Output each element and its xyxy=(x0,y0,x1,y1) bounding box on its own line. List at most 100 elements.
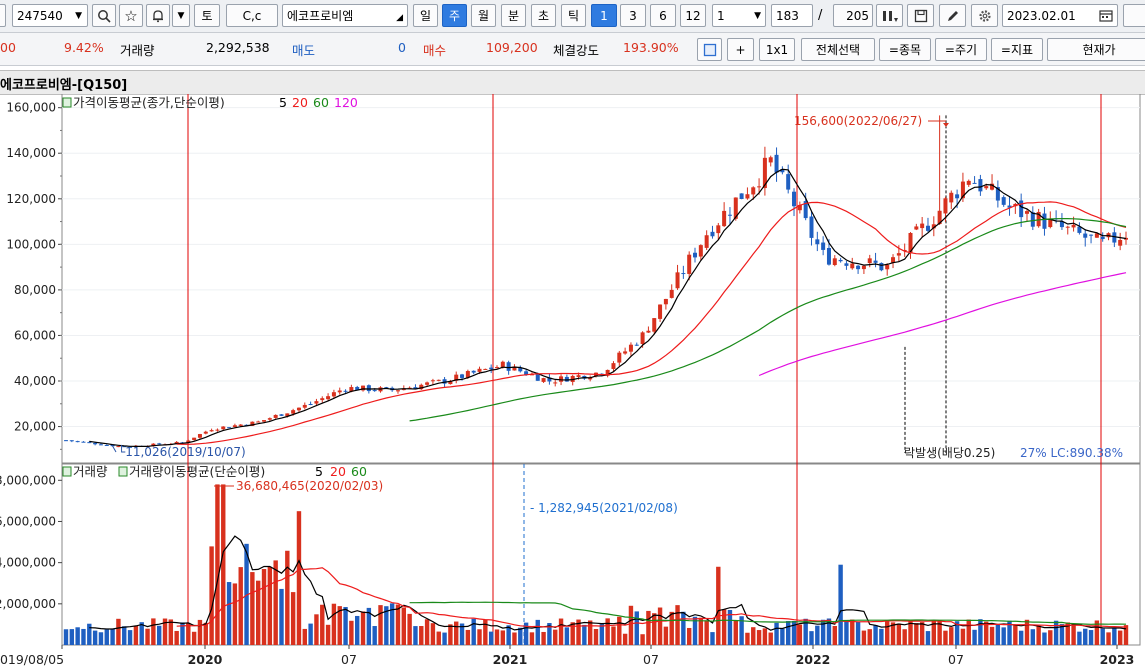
count-field[interactable]: 183 xyxy=(771,4,813,27)
volume-bar xyxy=(721,609,727,645)
volume-bar xyxy=(477,629,482,645)
price-legend-period-20: 20 xyxy=(292,95,308,110)
multiplier-tab-3[interactable]: 3 xyxy=(620,4,646,27)
stock-code-select[interactable]: 247540 ▼ xyxy=(12,4,88,27)
candle-body xyxy=(320,398,325,401)
volume-bar xyxy=(215,484,220,645)
item-button[interactable]: =종목 xyxy=(879,38,931,61)
name-display-button[interactable]: C,c xyxy=(226,4,278,27)
candle-body xyxy=(995,187,1000,201)
volume-bar xyxy=(634,611,639,645)
sell-label: 매도 xyxy=(292,43,316,58)
candle-body xyxy=(69,440,74,442)
candle-body xyxy=(425,382,430,385)
volume-bar xyxy=(919,622,925,645)
pen-icon[interactable] xyxy=(939,4,966,27)
volume-bar xyxy=(314,614,319,645)
volume-bar xyxy=(826,618,832,645)
volume-bar xyxy=(151,618,156,645)
multiplier-tab-1[interactable]: 1 xyxy=(591,4,617,27)
scroll-handle-icon[interactable] xyxy=(876,4,903,27)
period-tab-2[interactable]: 월 xyxy=(471,4,496,27)
period-tab-0[interactable]: 일 xyxy=(413,4,438,27)
multiplier-tab-6[interactable]: 6 xyxy=(650,4,676,27)
candle-body xyxy=(267,418,272,420)
candle-body xyxy=(879,262,884,271)
candle-body xyxy=(856,265,861,270)
volume-bar xyxy=(622,633,628,645)
bell-icon[interactable] xyxy=(146,4,170,27)
candle-body xyxy=(465,371,470,378)
period-tab-5[interactable]: 틱 xyxy=(561,4,586,27)
period-button[interactable]: =주기 xyxy=(935,38,987,61)
volume-bar xyxy=(529,632,535,645)
total-field[interactable]: 205 xyxy=(833,4,873,27)
current-price-button[interactable]: 현재가 xyxy=(1047,38,1145,61)
change-value-tail: 00 xyxy=(0,40,16,55)
indicator-button[interactable]: =지표 xyxy=(991,38,1043,61)
period-tab-1[interactable]: 주 xyxy=(442,4,467,27)
volume-bar xyxy=(710,632,715,645)
chart-title-bar: 에코프로비엠-[Q150] xyxy=(0,70,1145,95)
candle-body xyxy=(966,180,971,185)
volume-bar xyxy=(785,621,791,645)
volume-bar xyxy=(384,606,389,645)
candle-body xyxy=(826,248,831,265)
volume-bar xyxy=(879,628,884,645)
volume-bar xyxy=(1100,628,1105,645)
x-tick-label: 2023 xyxy=(1100,652,1135,667)
star-icon[interactable]: ☆ xyxy=(119,4,143,27)
add-button[interactable]: + xyxy=(727,38,754,61)
gear-icon[interactable] xyxy=(971,4,998,27)
volume-peak-annotation: 36,680,465(2020/02/03) xyxy=(236,479,383,493)
one-by-one-button[interactable]: 1x1 xyxy=(759,38,795,61)
period-tab-3[interactable]: 분 xyxy=(501,4,526,27)
square-icon[interactable] xyxy=(697,38,722,61)
volume-bar xyxy=(459,623,465,645)
volume-bar xyxy=(861,630,867,645)
interval-select[interactable]: 1 ▼ xyxy=(712,4,766,27)
candle-body xyxy=(448,381,453,385)
volume-tick-label: 8,000,000 xyxy=(0,473,56,487)
candle-body xyxy=(209,430,214,432)
volume-legend-period-20: 20 xyxy=(330,464,346,479)
candle-body xyxy=(1007,205,1012,208)
volume-bar xyxy=(331,603,337,645)
count-separator: / xyxy=(818,8,823,23)
period-tab-4[interactable]: 초 xyxy=(531,4,556,27)
candle-body xyxy=(943,198,948,214)
candle-body xyxy=(436,379,441,381)
volume-bar xyxy=(180,622,185,645)
volume-bar xyxy=(401,607,407,645)
candle-body xyxy=(1112,232,1117,243)
candle-body xyxy=(850,263,855,269)
save-icon[interactable] xyxy=(907,4,934,27)
candle-body xyxy=(174,441,179,444)
candle-body xyxy=(302,404,307,408)
candle-body xyxy=(1083,233,1088,238)
x-tick-label: 2021 xyxy=(493,652,528,667)
candle-body xyxy=(553,382,558,384)
search-icon[interactable] xyxy=(92,4,116,27)
volume-bar xyxy=(1094,620,1100,645)
stock-chart[interactable]: 160,000 140,000 120,000 100,000 80,000 60,000… xyxy=(0,93,1145,668)
candle-body xyxy=(372,390,377,392)
candle-body xyxy=(221,426,226,430)
select-all-button[interactable]: 전체선택 xyxy=(801,38,875,61)
volume-bar xyxy=(465,629,471,645)
candle-body xyxy=(442,379,447,384)
date-picker[interactable]: 2023.02.01 xyxy=(1002,4,1118,27)
to-button[interactable]: 토 xyxy=(194,4,220,27)
stock-name-field[interactable]: 에코프로비엠 ◢ xyxy=(282,4,408,27)
candle-body xyxy=(529,374,534,376)
toolbar-right-edge[interactable] xyxy=(1123,4,1145,27)
volume-bar xyxy=(238,567,243,645)
volume-bar xyxy=(110,628,115,645)
volume-bar xyxy=(855,621,861,645)
volume-bar xyxy=(244,543,249,645)
volume-ma60-line xyxy=(409,601,1127,625)
multiplier-tab-12[interactable]: 12 xyxy=(680,4,706,27)
dropdown-arrow-icon[interactable]: ▼ xyxy=(172,4,190,27)
volume-bar xyxy=(488,631,494,645)
candle-body xyxy=(902,249,907,251)
